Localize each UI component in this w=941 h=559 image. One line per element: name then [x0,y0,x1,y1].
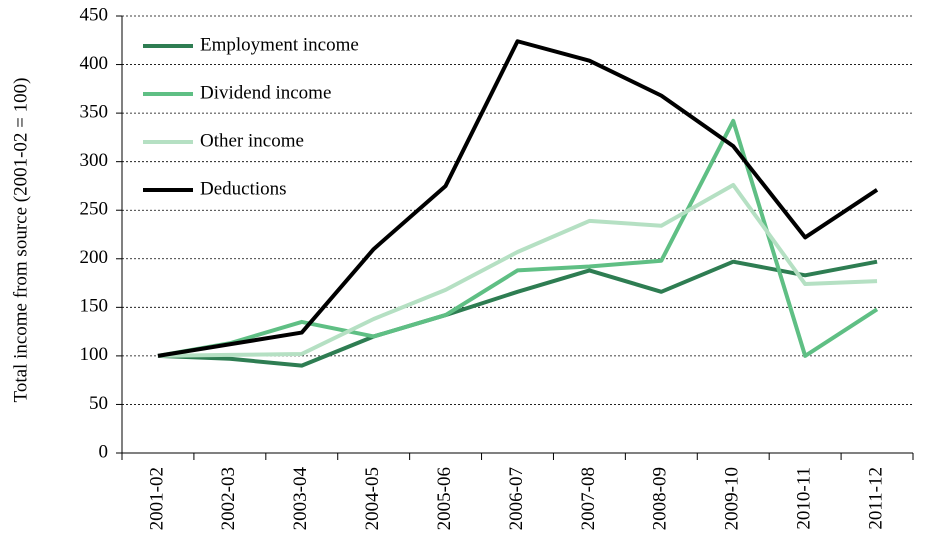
y-tick-label: 400 [80,53,109,74]
x-tick-label: 2007-08 [578,467,599,530]
legend-label: Other income [200,130,304,151]
x-tick-label: 2002-03 [218,467,239,530]
y-tick-label: 250 [80,199,109,220]
x-tick-label: 2011-12 [865,467,886,530]
series-line [157,118,879,358]
y-axis-label: Total income from source (2001-02 = 100) [10,78,31,403]
series-line [157,182,878,358]
series-line [157,39,879,358]
y-tick-label: 50 [89,393,108,414]
x-tick-label: 2006-07 [506,467,527,530]
y-tick-label: 150 [80,296,109,317]
legend-label: Employment income [200,34,359,55]
x-tick-label: 2005-06 [434,467,455,530]
x-tick-label: 2003-04 [290,467,311,531]
x-tick-label: 2004-05 [362,467,383,530]
y-tick-label: 300 [80,150,109,171]
legend-label: Deductions [200,178,287,199]
y-tick-label: 200 [80,247,109,268]
x-tick-label: 2009-10 [722,467,743,530]
y-tick-label: 350 [80,101,109,122]
x-tick-label: 2010-11 [793,467,814,530]
y-tick-label: 100 [80,344,109,365]
series-line [157,259,878,368]
y-tick-label: 0 [99,441,109,462]
y-tick-label: 450 [80,4,109,25]
legend-label: Dividend income [200,82,331,103]
x-tick-label: 2001-02 [146,467,167,530]
x-tick-label: 2008-09 [650,467,671,530]
